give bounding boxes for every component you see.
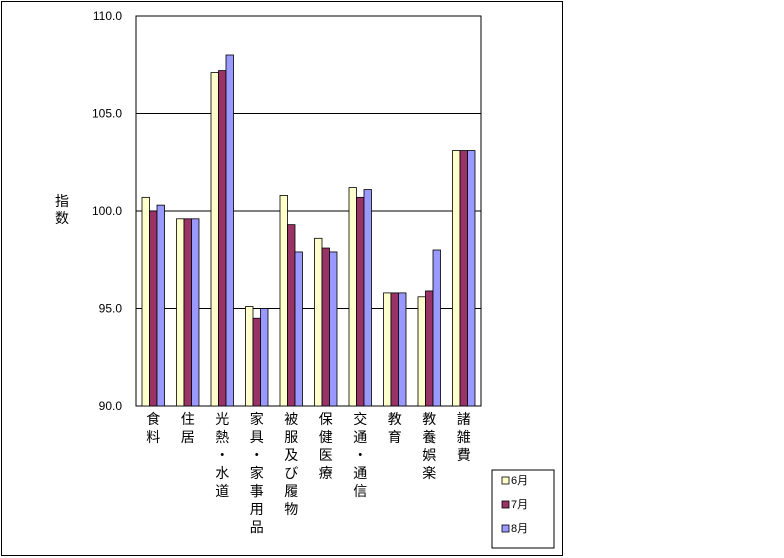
bar-5-1 <box>279 194 288 407</box>
bar-10-3 <box>467 150 476 407</box>
bar-4-3 <box>260 308 269 407</box>
bar-6-3 <box>329 251 338 407</box>
bar-1-3 <box>156 204 165 407</box>
bars <box>141 54 476 407</box>
legend: 6月 7月 8月 <box>491 469 555 549</box>
bar-7-2 <box>356 196 365 407</box>
category-label: 保健医療 <box>319 412 333 482</box>
bar-6-1 <box>314 237 323 407</box>
bar-4-2 <box>252 317 261 407</box>
y-tick-label: 105.0 <box>92 107 122 121</box>
category-label: 教養娯楽 <box>422 412 436 482</box>
bar-8-3 <box>398 292 407 407</box>
category-label: 家具・家事用品 <box>250 411 264 536</box>
category-label: 教育 <box>388 412 402 446</box>
legend-label: 8月 <box>511 523 528 535</box>
legend-swatch-1 <box>501 476 510 485</box>
category-label: 光熱・水道 <box>215 412 229 500</box>
category-label: 交通・通信 <box>353 411 367 500</box>
bar-9-1 <box>417 296 426 407</box>
bar-3-2 <box>218 70 227 407</box>
bar-1-1 <box>141 196 150 407</box>
bar-3-3 <box>225 54 234 407</box>
y-tick-label: 100.0 <box>92 204 122 218</box>
bar-5-3 <box>294 251 303 407</box>
legend-label: 7月 <box>511 499 528 511</box>
legend-label: 6月 <box>511 475 528 487</box>
y-tick-label: 95.0 <box>99 302 123 316</box>
bar-2-1 <box>176 218 185 407</box>
y-tick-label: 110.0 <box>93 9 122 23</box>
bar-2-2 <box>183 218 192 407</box>
bar-5-2 <box>287 224 296 407</box>
bar-4-1 <box>245 306 254 407</box>
legend-swatch-2 <box>501 500 510 509</box>
y-tick-label: 90.0 <box>99 399 123 413</box>
y-tick-labels: 90.0 95.0 100.0 105.0 110.0 <box>92 9 122 413</box>
legend-swatch-3 <box>501 524 510 533</box>
bar-6-2 <box>321 247 330 407</box>
bar-7-3 <box>363 189 372 407</box>
bar-10-2 <box>459 150 468 407</box>
bar-9-2 <box>425 290 434 407</box>
category-label: 住居 <box>181 412 195 446</box>
bar-9-3 <box>432 249 441 407</box>
bar-8-2 <box>390 292 399 407</box>
bar-3-1 <box>210 72 219 407</box>
bar-2-3 <box>191 218 200 407</box>
bar-8-1 <box>383 292 392 407</box>
bar-1-2 <box>149 210 158 407</box>
category-label: 諸雑費 <box>457 412 471 464</box>
bar-7-1 <box>348 187 357 407</box>
category-label: 被服及び履物 <box>284 412 298 518</box>
category-label: 食料 <box>146 411 160 446</box>
y-axis-label: 指数 <box>55 194 69 227</box>
bar-10-1 <box>452 150 461 407</box>
